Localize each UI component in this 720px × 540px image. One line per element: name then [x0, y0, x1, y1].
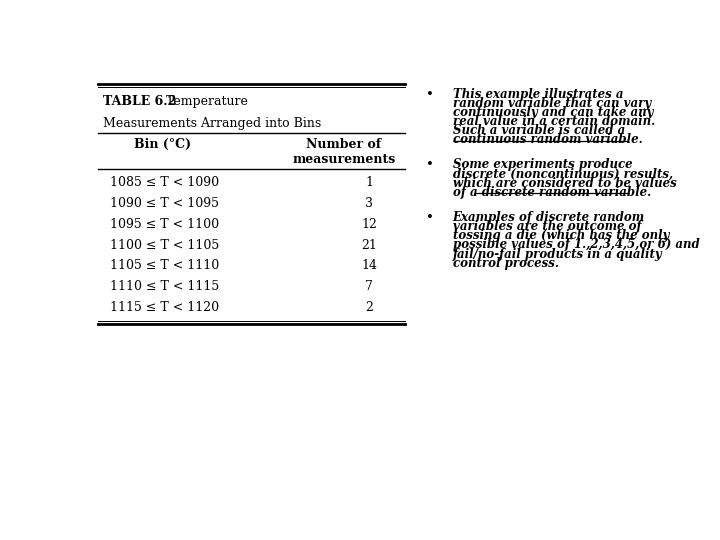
Text: 1100 ≤ T < 1105: 1100 ≤ T < 1105 — [109, 239, 219, 252]
Text: continuously and can take any: continuously and can take any — [453, 106, 653, 119]
Text: Number of
measurements: Number of measurements — [292, 138, 395, 166]
Text: 1090 ≤ T < 1095: 1090 ≤ T < 1095 — [109, 197, 219, 210]
Text: 14: 14 — [361, 259, 377, 272]
Text: 21: 21 — [361, 239, 377, 252]
Text: variables are the outcome of: variables are the outcome of — [453, 220, 642, 233]
Text: control process.: control process. — [453, 256, 559, 269]
Text: 2: 2 — [365, 301, 373, 314]
Text: which are considered to be values: which are considered to be values — [453, 177, 677, 190]
Text: possible values of 1.,2,3,4,5,or 6) and: possible values of 1.,2,3,4,5,or 6) and — [453, 238, 699, 252]
Text: 3: 3 — [365, 197, 373, 210]
Text: fail/no-fail products in a quality: fail/no-fail products in a quality — [453, 247, 662, 261]
Text: 1: 1 — [365, 176, 373, 189]
Text: 1115 ≤ T < 1120: 1115 ≤ T < 1120 — [109, 301, 219, 314]
Text: Temperature: Temperature — [150, 95, 248, 108]
Text: Measurements Arranged into Bins: Measurements Arranged into Bins — [103, 117, 321, 130]
Text: tossing a die (which has the only: tossing a die (which has the only — [453, 229, 669, 242]
Text: Some experiments produce: Some experiments produce — [453, 158, 632, 171]
Text: of a discrete random variable.: of a discrete random variable. — [453, 186, 651, 199]
Text: 1085 ≤ T < 1090: 1085 ≤ T < 1090 — [109, 176, 219, 189]
Text: •: • — [426, 158, 434, 171]
Text: continuous random variable.: continuous random variable. — [453, 133, 642, 146]
Text: 7: 7 — [365, 280, 373, 293]
Text: discrete (noncontinuous) results,: discrete (noncontinuous) results, — [453, 167, 672, 180]
Text: real value in a certain domain.: real value in a certain domain. — [453, 115, 655, 128]
Text: TABLE 6.2: TABLE 6.2 — [103, 95, 176, 108]
Text: •: • — [426, 211, 434, 224]
Text: •: • — [426, 87, 434, 100]
Text: 12: 12 — [361, 218, 377, 231]
Text: 1105 ≤ T < 1110: 1105 ≤ T < 1110 — [109, 259, 219, 272]
Text: Such a variable is called a: Such a variable is called a — [453, 124, 625, 137]
Text: This example illustrates a: This example illustrates a — [453, 87, 624, 100]
Text: random variable that can vary: random variable that can vary — [453, 97, 651, 110]
Text: Examples of discrete random: Examples of discrete random — [453, 211, 645, 224]
Text: 1095 ≤ T < 1100: 1095 ≤ T < 1100 — [109, 218, 219, 231]
Text: Bin (°C): Bin (°C) — [134, 138, 191, 151]
Text: 1110 ≤ T < 1115: 1110 ≤ T < 1115 — [109, 280, 219, 293]
